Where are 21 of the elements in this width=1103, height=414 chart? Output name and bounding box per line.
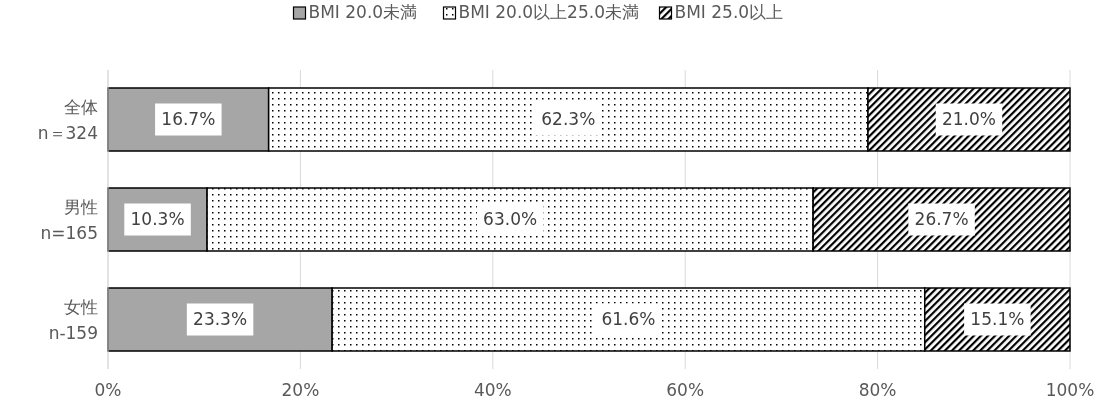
data-label: 21.0% <box>941 109 996 130</box>
data-label: 61.6% <box>601 309 656 330</box>
legend-label: BMI 20.0未満 <box>308 2 418 22</box>
y-tick-label: 男性 n=165 <box>40 197 98 244</box>
data-label: 15.1% <box>970 309 1025 330</box>
data-label: 16.7% <box>161 109 216 130</box>
x-tick-label: 20% <box>281 380 320 400</box>
x-tick-label: 40% <box>473 380 512 400</box>
x-tick-label: 60% <box>666 380 705 400</box>
legend-label: BMI 25.0以上 <box>674 2 784 22</box>
x-tick-label: 100% <box>1045 380 1095 400</box>
x-tick-label: 80% <box>858 380 897 400</box>
data-label: 63.0% <box>483 209 538 230</box>
legend-label: BMI 20.0以上25.0未満 <box>458 2 639 22</box>
data-label: 10.3% <box>130 209 185 230</box>
data-label: 26.7% <box>914 209 969 230</box>
data-label: 23.3% <box>193 309 248 330</box>
data-label: 62.3% <box>541 109 596 130</box>
y-tick-label: 全体 n＝324 <box>37 97 98 144</box>
x-tick-label: 0% <box>94 380 122 400</box>
y-tick-label: 女性 n-159 <box>48 297 98 344</box>
